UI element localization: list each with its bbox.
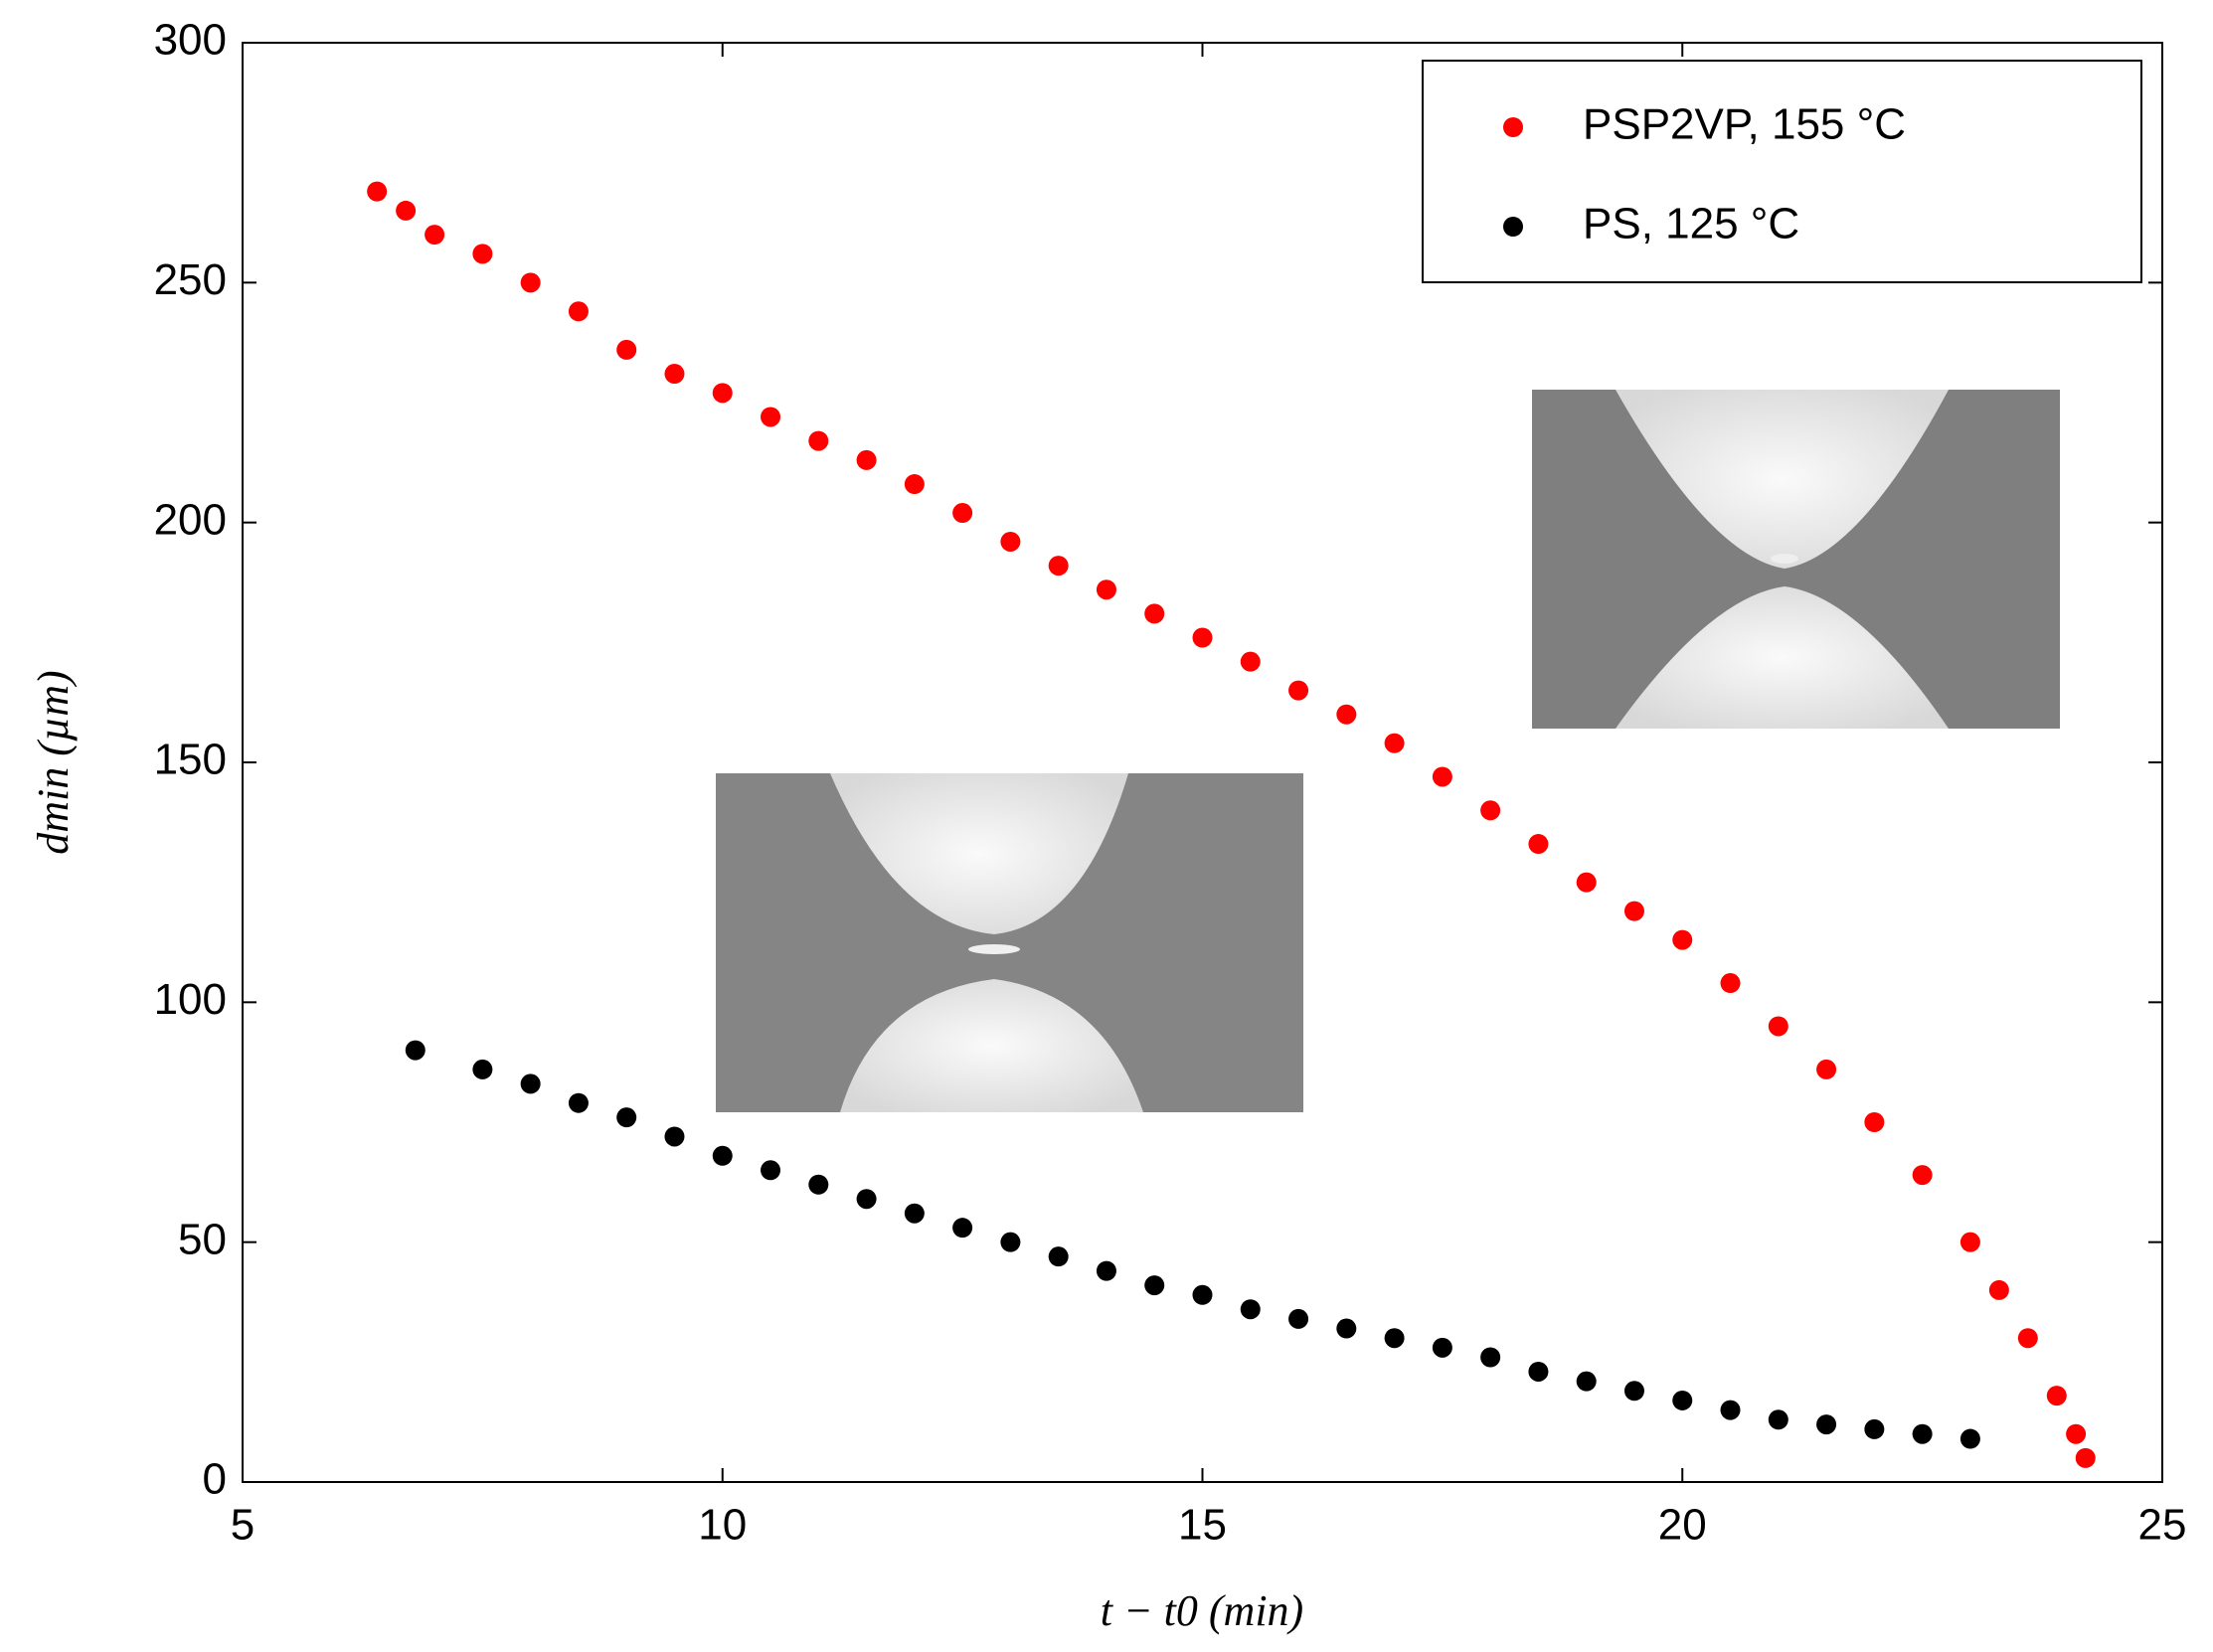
x-tick-label: 15 (1178, 1501, 1227, 1550)
data-point (1144, 1275, 1165, 1296)
legend-label: PS, 125 °C (1583, 200, 1799, 248)
data-point (856, 449, 877, 470)
data-point (952, 1218, 973, 1239)
legend-box (1422, 60, 2142, 283)
y-tick-label: 100 (154, 975, 227, 1024)
data-point (2066, 1423, 2087, 1444)
data-point (1480, 1347, 1501, 1368)
data-point (568, 301, 589, 322)
data-point (904, 474, 925, 495)
data-point (1672, 1390, 1693, 1410)
inset-image-lower (716, 773, 1303, 1112)
data-point (808, 1174, 829, 1195)
data-point (1288, 1308, 1309, 1329)
y-axis-label: dmin (µm) (29, 670, 78, 854)
data-point (761, 1160, 781, 1181)
data-point (904, 1203, 925, 1224)
data-point (1528, 834, 1549, 855)
data-point (1048, 1246, 1069, 1267)
data-point (1096, 1260, 1116, 1281)
data-point (856, 1189, 877, 1210)
data-point (761, 407, 781, 427)
data-point (1240, 651, 1261, 672)
data-point (616, 1107, 637, 1128)
data-point (808, 430, 829, 451)
data-point (396, 200, 417, 221)
x-tick-label: 10 (698, 1501, 747, 1550)
y-tick-label: 200 (154, 495, 227, 544)
y-tick-label: 250 (154, 255, 227, 304)
data-point (1576, 872, 1597, 893)
data-point (472, 1059, 493, 1079)
data-point (1000, 1232, 1021, 1252)
data-point (1720, 1400, 1741, 1420)
data-point (712, 1145, 733, 1166)
data-point (616, 339, 637, 360)
data-point (1768, 1409, 1788, 1430)
data-point (664, 1126, 685, 1147)
data-point (1672, 929, 1693, 950)
data-point (664, 364, 685, 385)
data-point (472, 244, 493, 264)
data-point (1384, 1328, 1405, 1349)
data-point (1336, 1318, 1357, 1339)
data-point (1192, 627, 1213, 648)
x-axis-label: t − t0 (min) (1101, 1586, 1303, 1635)
data-point (1912, 1165, 1933, 1186)
data-point (1048, 556, 1069, 577)
data-point (1384, 733, 1405, 753)
data-point (405, 1040, 426, 1061)
data-point (1959, 1428, 1980, 1449)
data-point (1623, 1381, 1644, 1402)
data-point (1096, 579, 1116, 600)
data-point (520, 272, 541, 293)
legend-marker (1503, 117, 1523, 137)
data-point (1816, 1414, 1837, 1435)
data-point (1959, 1232, 1980, 1252)
x-tick-label: 5 (231, 1501, 255, 1550)
data-point (1192, 1284, 1213, 1305)
data-point (1336, 704, 1357, 725)
y-tick-label: 50 (178, 1215, 227, 1263)
data-point (1528, 1361, 1549, 1382)
data-point (1912, 1423, 1933, 1444)
legend-label: PSP2VP, 155 °C (1583, 100, 1906, 149)
data-point (425, 225, 445, 246)
data-point (1432, 766, 1452, 787)
data-point (1720, 973, 1741, 994)
data-point (952, 503, 973, 524)
data-point (1768, 1016, 1788, 1037)
data-point (1864, 1112, 1885, 1132)
data-point (1864, 1418, 1885, 1439)
y-tick-label: 0 (203, 1455, 227, 1504)
x-tick-label: 25 (2138, 1501, 2187, 1550)
data-point (1144, 603, 1165, 624)
data-point (1432, 1337, 1452, 1358)
data-point (2046, 1386, 2067, 1406)
data-point (2075, 1447, 2096, 1468)
data-point (1988, 1279, 2009, 1300)
data-point (1000, 531, 1021, 552)
legend-marker (1503, 217, 1523, 237)
data-point (2017, 1328, 2038, 1349)
data-point (1623, 901, 1644, 921)
data-point (1816, 1059, 1837, 1079)
data-point (1240, 1299, 1261, 1320)
data-point (1288, 680, 1309, 701)
data-point (1480, 800, 1501, 821)
data-point (712, 383, 733, 404)
x-tick-label: 20 (1658, 1501, 1707, 1550)
data-point (568, 1092, 589, 1113)
y-tick-label: 150 (154, 736, 227, 784)
data-point (520, 1074, 541, 1094)
data-point (367, 181, 388, 202)
y-tick-label: 300 (154, 16, 227, 65)
inset-image-upper (1532, 390, 2060, 729)
data-point (1576, 1371, 1597, 1392)
